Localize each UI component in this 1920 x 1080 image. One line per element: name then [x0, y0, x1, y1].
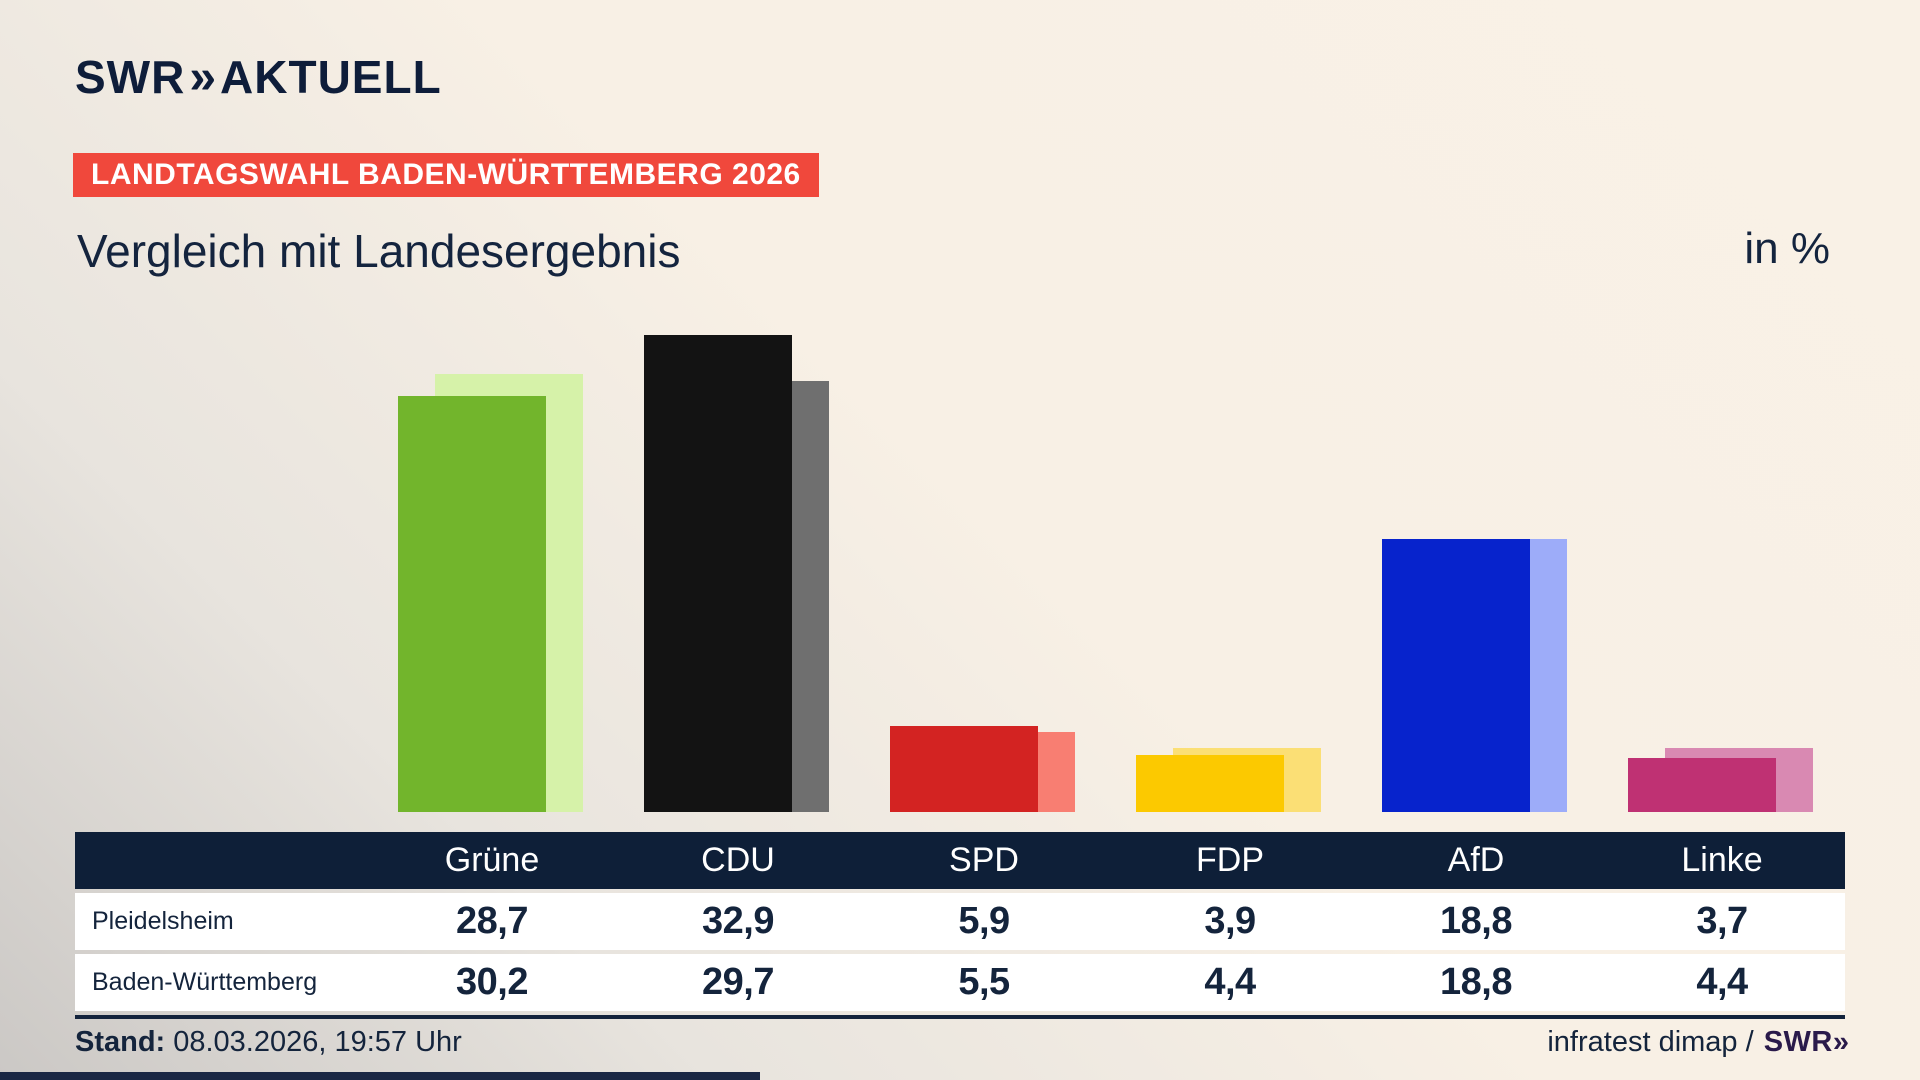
- value-linke-baden-wuerttemberg: 4,4: [1696, 961, 1748, 1003]
- election-badge: LANDTAGSWAHL BADEN-WÜRTTEMBERG 2026: [73, 153, 819, 197]
- bar-pleidelsheim-linke: [1628, 758, 1776, 812]
- results-table: Grüne CDU SPD FDP AfD Linke Pleidelsheim 28,7 3…: [75, 832, 1845, 1019]
- bar-pleidelsheim-afd: [1382, 539, 1530, 812]
- bar-pleidelsheim-cdu: [644, 335, 792, 812]
- table-bottom-border: [75, 1015, 1845, 1019]
- bar-pleidelsheim-fdp: [1136, 755, 1284, 812]
- logo-aktuell-text: AKTUELL: [220, 51, 442, 103]
- table-header-row: Grüne CDU SPD FDP AfD Linke: [75, 832, 1845, 889]
- header-party-cdu: CDU: [701, 841, 775, 879]
- source-credit: infratest dimap / SWR»: [1547, 1026, 1849, 1059]
- timestamp: Stand: 08.03.2026, 19:57 Uhr: [75, 1026, 462, 1059]
- chart-title: Vergleich mit Landesergebnis: [77, 225, 681, 277]
- bar-pleidelsheim-gruene: [398, 396, 546, 812]
- table-row-baden-wuerttemberg: Baden-Württemberg 30,2 29,7 5,5 4,4 18,8 4,4: [75, 954, 1845, 1011]
- value-spd-pleidelsheim: 5,9: [958, 900, 1010, 942]
- value-gruene-pleidelsheim: 28,7: [456, 900, 528, 942]
- bar-pleidelsheim-spd: [890, 726, 1038, 812]
- table-row-pleidelsheim: Pleidelsheim 28,7 32,9 5,9 3,9 18,8 3,7: [75, 893, 1845, 950]
- value-linke-pleidelsheim: 3,7: [1696, 900, 1748, 942]
- header-party-linke: Linke: [1681, 841, 1763, 879]
- swr-footer-logo: SWR»: [1763, 1026, 1849, 1058]
- value-afd-pleidelsheim: 18,8: [1440, 900, 1512, 942]
- row-label: Baden-Württemberg: [92, 968, 318, 996]
- unit-label: in %: [1744, 224, 1830, 273]
- header-party-fdp: FDP: [1196, 841, 1264, 879]
- source-text: infratest dimap /: [1547, 1026, 1754, 1058]
- logo-swr-text: SWR: [75, 51, 186, 103]
- value-gruene-baden-wuerttemberg: 30,2: [456, 961, 528, 1003]
- header-party-afd: AfD: [1447, 841, 1505, 879]
- row-label: Pleidelsheim: [92, 907, 234, 935]
- header-empty-cell: [75, 832, 369, 889]
- double-chevron-icon: »: [1832, 1026, 1849, 1058]
- swr-aktuell-logo: SWR » AKTUELL: [75, 50, 442, 105]
- value-fdp-pleidelsheim: 3,9: [1204, 900, 1256, 942]
- header-party-gruene: Grüne: [444, 841, 540, 879]
- value-spd-baden-wuerttemberg: 5,5: [958, 961, 1010, 1003]
- timestamp-label: Stand:: [75, 1026, 166, 1058]
- value-afd-baden-wuerttemberg: 18,8: [1440, 961, 1512, 1003]
- progress-bar: [0, 1072, 760, 1080]
- timestamp-value: 08.03.2026, 19:57 Uhr: [173, 1026, 462, 1058]
- value-fdp-baden-wuerttemberg: 4,4: [1204, 961, 1256, 1003]
- value-cdu-pleidelsheim: 32,9: [702, 900, 774, 942]
- header-party-spd: SPD: [949, 841, 1019, 879]
- value-cdu-baden-wuerttemberg: 29,7: [702, 961, 774, 1003]
